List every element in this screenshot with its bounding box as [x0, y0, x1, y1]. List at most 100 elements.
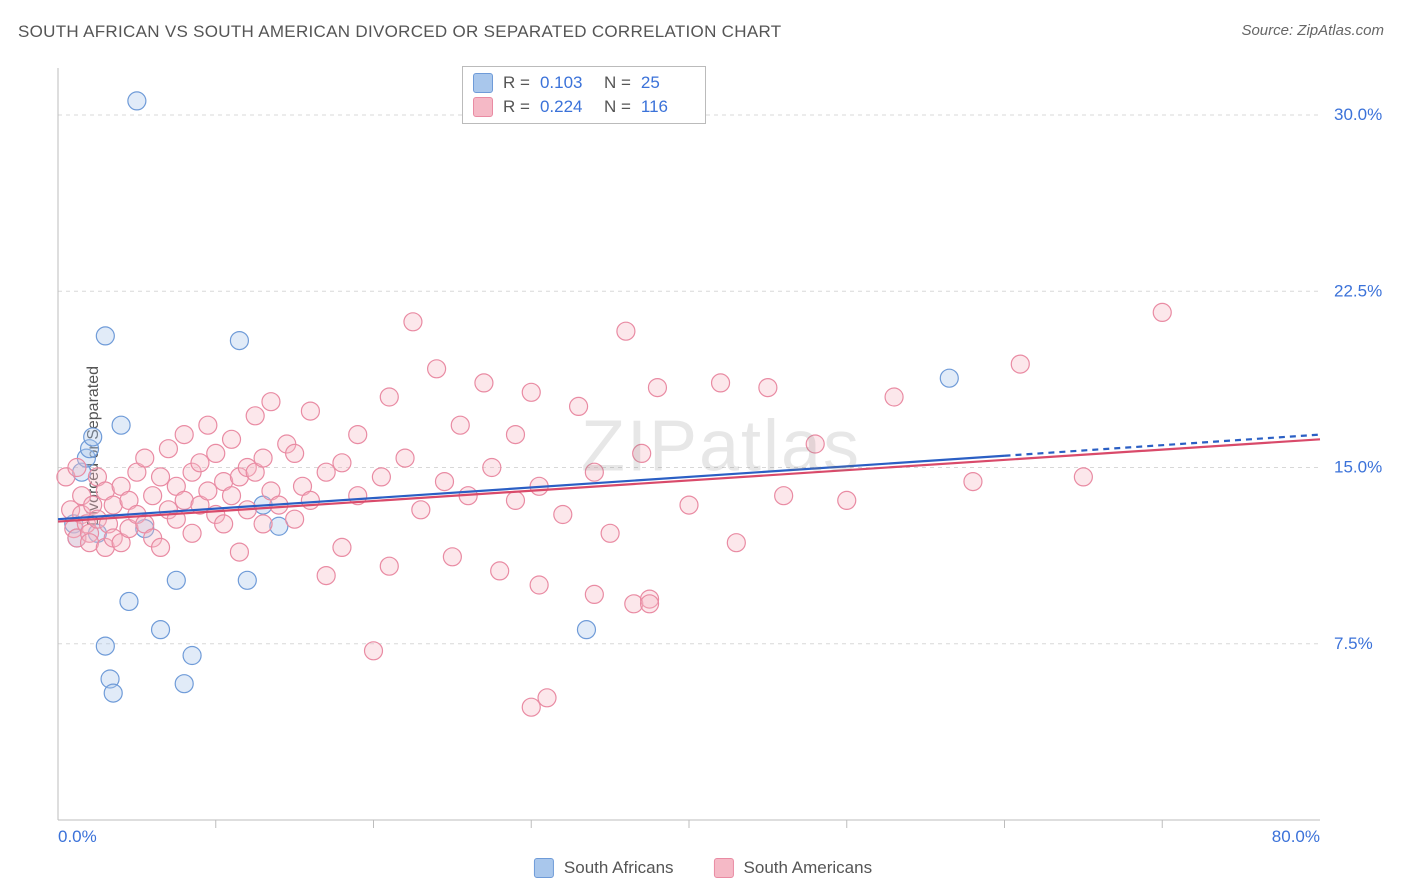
scatter-point	[152, 468, 170, 486]
scatter-point	[349, 426, 367, 444]
trend-line-dashed	[1005, 435, 1321, 456]
scatter-point	[159, 440, 177, 458]
scatter-point	[183, 524, 201, 542]
scatter-point	[175, 491, 193, 509]
scatter-point	[207, 444, 225, 462]
scatter-point	[301, 491, 319, 509]
scatter-point	[333, 454, 351, 472]
scatter-point	[152, 538, 170, 556]
source-label: Source: ZipAtlas.com	[1241, 22, 1384, 39]
scatter-point	[1011, 355, 1029, 373]
scatter-point	[964, 473, 982, 491]
n-label: N =	[604, 73, 631, 93]
y-tick-label: 7.5%	[1334, 634, 1373, 653]
scatter-point	[475, 374, 493, 392]
scatter-point	[230, 543, 248, 561]
scatter-point	[585, 463, 603, 481]
scatter-point	[215, 515, 233, 533]
chart-title: SOUTH AFRICAN VS SOUTH AMERICAN DIVORCED…	[18, 22, 781, 42]
scatter-point	[538, 689, 556, 707]
scatter-point	[435, 473, 453, 491]
scatter-point	[727, 534, 745, 552]
scatter-point	[451, 416, 469, 434]
legend-item: South Americans	[714, 858, 873, 878]
legend-label: South Americans	[744, 858, 873, 878]
n-value: 25	[641, 73, 695, 93]
scatter-point	[223, 487, 241, 505]
legend-label: South Africans	[564, 858, 674, 878]
scatter-point	[262, 393, 280, 411]
scatter-point	[372, 468, 390, 486]
stats-row: R =0.224N =116	[473, 95, 695, 119]
scatter-point	[175, 675, 193, 693]
scatter-point	[254, 515, 272, 533]
scatter-point	[775, 487, 793, 505]
r-label: R =	[503, 97, 530, 117]
scatter-point	[617, 322, 635, 340]
scatter-point	[152, 621, 170, 639]
scatter-point	[712, 374, 730, 392]
scatter-point	[199, 416, 217, 434]
x-tick-label: 80.0%	[1272, 827, 1320, 842]
scatter-point	[68, 459, 86, 477]
scatter-point	[443, 548, 461, 566]
scatter-point	[404, 313, 422, 331]
r-value: 0.224	[540, 97, 594, 117]
scatter-point	[554, 506, 572, 524]
scatter-point	[940, 369, 958, 387]
scatter-point	[396, 449, 414, 467]
scatter-point	[506, 426, 524, 444]
scatter-point	[680, 496, 698, 514]
scatter-point	[81, 534, 99, 552]
scatter-point	[191, 454, 209, 472]
scatter-point	[104, 684, 122, 702]
scatter-point	[136, 449, 154, 467]
scatter-point	[506, 491, 524, 509]
scatter-point	[585, 585, 603, 603]
scatter-point	[522, 698, 540, 716]
scatter-point	[167, 571, 185, 589]
scatter-point	[317, 567, 335, 585]
r-label: R =	[503, 73, 530, 93]
scatter-point	[286, 444, 304, 462]
scatter-point	[112, 416, 130, 434]
scatter-point	[175, 426, 193, 444]
scatter-point	[223, 430, 241, 448]
y-tick-label: 30.0%	[1334, 105, 1382, 124]
legend-swatch	[534, 858, 554, 878]
y-tick-label: 22.5%	[1334, 281, 1382, 300]
legend-item: South Africans	[534, 858, 674, 878]
legend-swatch	[473, 97, 493, 117]
scatter-point	[246, 407, 264, 425]
scatter-point	[230, 332, 248, 350]
scatter-point	[380, 557, 398, 575]
scatter-point	[412, 501, 430, 519]
scatter-point	[577, 621, 595, 639]
scatter-point	[428, 360, 446, 378]
scatter-point	[96, 327, 114, 345]
scatter-point	[759, 379, 777, 397]
scatter-point	[128, 92, 146, 110]
scatter-point	[317, 463, 335, 481]
legend-swatch	[473, 73, 493, 93]
n-value: 116	[641, 97, 695, 117]
scatter-point	[570, 397, 588, 415]
scatter-point	[601, 524, 619, 542]
plot-area: 7.5%15.0%22.5%30.0%0.0%80.0% ZIPatlas	[50, 64, 1392, 842]
scatter-point	[1153, 303, 1171, 321]
x-tick-label: 0.0%	[58, 827, 97, 842]
legend-swatch	[714, 858, 734, 878]
stats-row: R = 0.103 N = 25	[473, 71, 695, 95]
bottom-legend: South Africans South Americans	[534, 858, 872, 878]
r-value: 0.103	[540, 73, 594, 93]
scatter-point	[96, 637, 114, 655]
scatter-point	[648, 379, 666, 397]
scatter-point	[380, 388, 398, 406]
scatter-point	[254, 449, 272, 467]
scatter-point	[522, 383, 540, 401]
stats-legend-box: R = 0.103 N = 25R = 0.224 N = 116	[462, 66, 706, 124]
scatter-point	[885, 388, 903, 406]
scatter-point	[483, 459, 501, 477]
scatter-point	[806, 435, 824, 453]
scatter-point	[633, 444, 651, 462]
